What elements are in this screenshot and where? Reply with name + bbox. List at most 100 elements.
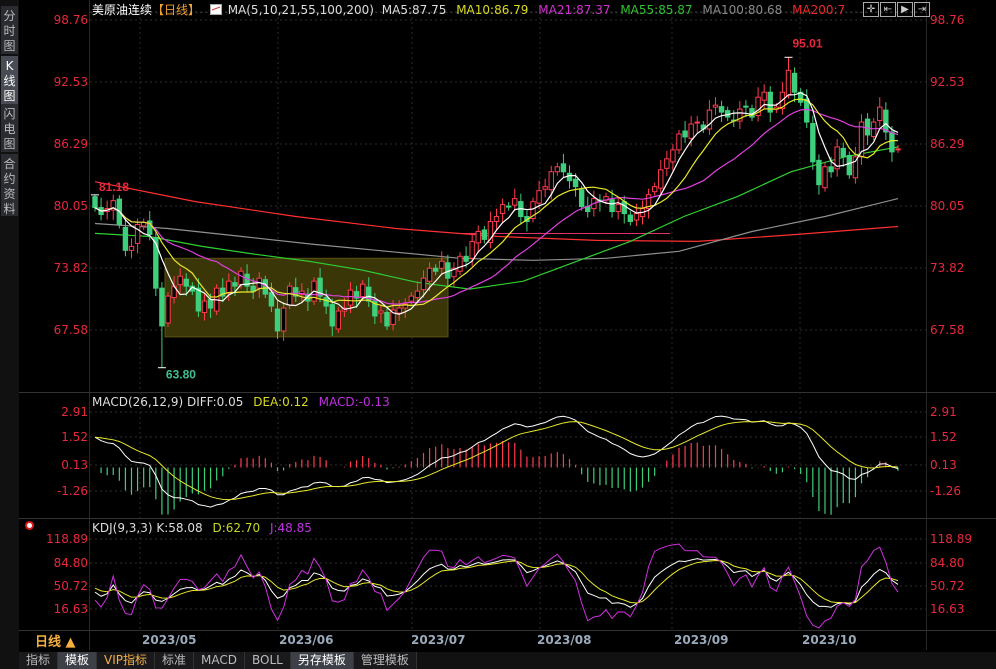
alert-icon[interactable] (25, 521, 34, 530)
y-tick-label-left: 92.53 (53, 75, 88, 89)
y-tick-label-left: -1.26 (56, 484, 88, 498)
candle-down (366, 286, 372, 302)
tab-2[interactable]: VIP指标 (97, 652, 156, 669)
y-tick-label-left: 86.29 (53, 137, 88, 151)
candle-up (359, 283, 366, 298)
candle-down (828, 166, 834, 173)
candle-up (201, 300, 208, 314)
macd-diff: DIFF:0.05 (186, 395, 244, 409)
y-tick-label-left: 67.58 (53, 323, 88, 337)
candle-down (718, 106, 725, 113)
candle-down (293, 287, 299, 297)
candle-up (530, 201, 536, 220)
tab-1[interactable]: 模板 (58, 652, 98, 669)
y-tick-label-right: 86.29 (930, 137, 965, 151)
sidebar: 分时图 K线图 闪电图 合约资料 (0, 0, 19, 669)
candle-up (737, 108, 743, 122)
kdj-header: KDJ(9,3,3) K:58.08 D:62.70 J:48.85 (92, 521, 312, 535)
sidebar-item-contract-info[interactable]: 合约资料 (1, 154, 18, 216)
candle-down (743, 105, 749, 108)
play-icon[interactable]: ▶ (897, 2, 913, 17)
candle-up (165, 295, 171, 324)
y-tick-label-right: 98.76 (930, 13, 965, 27)
y-tick-label-right: 73.82 (930, 261, 965, 275)
y-tick-label-left: 80.05 (53, 199, 88, 213)
candle-up (280, 307, 287, 332)
symbol-name: 美原油连续 (92, 3, 153, 17)
candle-up (469, 240, 475, 259)
candle-up (390, 309, 396, 325)
candle-up (694, 121, 700, 124)
y-tick-label-left: 118.89 (46, 532, 88, 546)
period-selector[interactable]: 日线 ▲ (35, 635, 76, 650)
candle-down (153, 236, 159, 289)
kdj-d: D:62.70 (212, 521, 261, 535)
kdj-k: K:58.08 (156, 521, 203, 535)
candle-down (840, 147, 846, 158)
ma21-value: MA21:87.37 (538, 3, 611, 17)
candle-up (542, 186, 548, 190)
macd-dea-line (94, 420, 899, 501)
ma200-line (94, 181, 899, 243)
candle-up (852, 156, 859, 179)
candle-up (895, 148, 901, 151)
y-tick-label-left: 84.80 (53, 556, 88, 570)
kdj-j-line (94, 543, 899, 629)
candle-up (822, 166, 828, 189)
candle-up (658, 169, 664, 189)
tab-3[interactable]: 标准 (155, 652, 195, 669)
candle-up (493, 216, 500, 223)
y-tick-label-left: 16.63 (53, 602, 88, 616)
ma100-value: MA100:80.68 (702, 3, 783, 17)
y-tick-label-right: 80.05 (930, 199, 965, 213)
crosshair-icon[interactable]: ✛ (863, 2, 879, 17)
ma-params: MA(5,10,21,55,100,200) (227, 3, 374, 17)
ma-indicator-icon[interactable] (209, 4, 222, 15)
candle-up (426, 267, 433, 282)
candle-down (816, 159, 822, 186)
macd-value: MACD:-0.13 (318, 395, 390, 409)
y-tick-label-right: 50.72 (930, 579, 965, 593)
kdj-d-line (94, 560, 899, 604)
zoom-range-icon[interactable]: ⇤ (880, 2, 896, 17)
candle-up (688, 123, 694, 139)
candle-up (110, 200, 116, 211)
candle-up (128, 245, 135, 251)
x-tick-label: 2023/05 (142, 633, 197, 647)
x-tick-label: 2023/09 (674, 633, 729, 647)
candle-up (706, 109, 713, 130)
sidebar-item-flash[interactable]: 闪电图 (1, 104, 18, 152)
high-annotation: 81.18 (99, 180, 129, 194)
candle-up (451, 267, 457, 278)
tab-6[interactable]: 另存模板 (290, 652, 354, 669)
candle-up (347, 289, 354, 306)
candle-up (475, 230, 481, 244)
candle-down (323, 297, 329, 307)
tab-5[interactable]: BOLL (245, 652, 291, 669)
tab-7[interactable]: 管理模板 (353, 652, 417, 669)
candle-down (183, 278, 189, 287)
left-axis-border (89, 0, 90, 650)
tab-0[interactable]: 指标 (19, 652, 59, 669)
sidebar-item-kline[interactable]: K线图 (1, 56, 18, 104)
move-right-icon[interactable]: ⇥ (914, 2, 930, 17)
x-tick-label: 2023/10 (802, 633, 857, 647)
candle-up (676, 133, 682, 151)
y-tick-label-left: 50.72 (53, 579, 88, 593)
candle-up (439, 260, 445, 269)
candle-down (883, 109, 889, 133)
candle-down (274, 308, 281, 332)
candle-down (609, 199, 615, 213)
ma5-value: MA5:87.75 (381, 3, 447, 17)
candle-up (785, 69, 792, 96)
tab-4[interactable]: MACD (194, 652, 246, 669)
kdj-params: KDJ(9,3,3) (92, 521, 153, 535)
candle-up (420, 277, 427, 291)
candle-up (286, 285, 293, 306)
candle-up (238, 270, 244, 286)
ma10-value: MA10:86.79 (456, 3, 529, 17)
candle-down (250, 285, 256, 292)
macd-dea: DEA:0.12 (253, 395, 309, 409)
sidebar-item-timeshare[interactable]: 分时图 (1, 6, 18, 54)
